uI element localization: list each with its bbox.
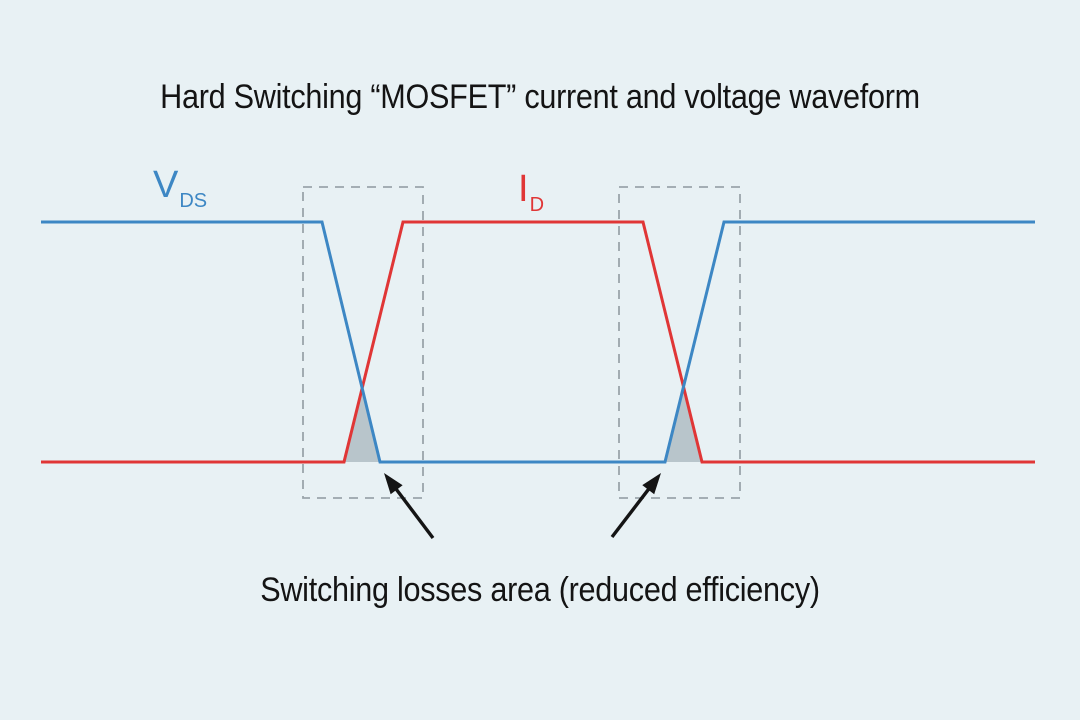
loss-arrow-line bbox=[392, 484, 435, 540]
vds-label-subscript: DS bbox=[179, 190, 208, 212]
id-label-symbol: I bbox=[518, 168, 529, 210]
loss-triangle bbox=[344, 387, 380, 462]
loss-arrow-line bbox=[610, 484, 653, 539]
vds-label-symbol: V bbox=[153, 164, 179, 206]
id-label-subscript: D bbox=[529, 194, 545, 216]
loss-arrow-head bbox=[384, 473, 403, 495]
diagram-title: Hard Switching “MOSFET” current and volt… bbox=[160, 78, 920, 116]
id-label: ID bbox=[518, 168, 544, 215]
dashed-region-box bbox=[302, 186, 424, 499]
switching-losses-caption: Switching losses area (reduced efficienc… bbox=[260, 571, 820, 609]
vds-waveform-line bbox=[41, 220, 1035, 464]
id-waveform-line bbox=[41, 220, 1035, 464]
vds-label: VDS bbox=[153, 164, 207, 211]
loss-arrow-head bbox=[642, 473, 661, 495]
dashed-region-box bbox=[618, 186, 741, 499]
loss-triangle bbox=[665, 387, 702, 462]
